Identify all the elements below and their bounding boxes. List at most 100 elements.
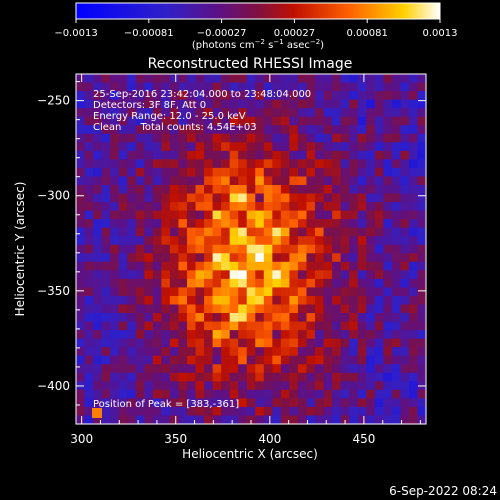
heatmap-cell [178, 91, 188, 101]
heatmap-cell [84, 304, 94, 314]
heatmap-cell [204, 150, 214, 160]
heatmap-cell [315, 227, 325, 237]
heatmap-cell [417, 338, 427, 348]
heatmap-cell [229, 150, 239, 160]
heatmap-cell [169, 270, 180, 280]
heatmap-cell [263, 167, 273, 178]
heatmap-cell [212, 193, 222, 203]
heatmap-cell [306, 116, 316, 126]
heatmap-cell [195, 406, 205, 417]
heatmap-cell [204, 364, 214, 374]
heatmap-cell [357, 167, 367, 178]
heatmap-cell [178, 406, 188, 417]
heatmap-cell [340, 125, 350, 135]
heatmap-cell [76, 313, 86, 323]
heatmap-cell [238, 304, 248, 314]
heatmap-cell [204, 330, 214, 340]
heatmap-cell [417, 150, 427, 160]
heatmap-cell [306, 125, 316, 135]
heatmap-cell [408, 74, 419, 84]
heatmap-cell [280, 278, 291, 289]
heatmap-cell [332, 176, 342, 186]
heatmap-cell [161, 330, 171, 340]
heatmap-cell [280, 227, 291, 237]
heatmap-cell [272, 261, 282, 271]
heatmap-cell [144, 372, 154, 382]
heatmap-cell [383, 295, 393, 306]
heatmap-cell [383, 313, 393, 323]
heatmap-cell [93, 244, 103, 254]
heatmap-cell [349, 202, 359, 212]
heatmap-cell [332, 261, 342, 271]
heatmap-cell [152, 133, 162, 143]
heatmap-cell [263, 338, 273, 348]
heatmap-cell [169, 108, 180, 118]
heatmap-cell [280, 338, 291, 348]
heatmap-cell [195, 176, 205, 186]
heatmap-cell [169, 347, 180, 357]
heatmap-cell [323, 74, 333, 84]
heatmap-cell [93, 133, 103, 143]
heatmap-cell [246, 398, 256, 408]
heatmap-cell [366, 389, 376, 399]
heatmap-cell [212, 219, 222, 229]
heatmap-cell [272, 167, 282, 178]
heatmap-cell [161, 74, 171, 84]
heatmap-cell [306, 236, 316, 246]
heatmap-cell [93, 347, 103, 357]
heatmap-cell [161, 227, 171, 237]
heatmap-cell [229, 406, 239, 417]
heatmap-cell [246, 287, 256, 297]
heatmap-cell [152, 287, 162, 297]
heatmap-cell [212, 202, 222, 212]
heatmap-cell [93, 415, 103, 425]
heatmap-cell [212, 364, 222, 374]
heatmap-cell [229, 227, 239, 237]
heatmap-cell [263, 253, 273, 263]
heatmap-cell [417, 227, 427, 237]
heatmap-cell [349, 398, 359, 408]
heatmap-cell [374, 253, 384, 263]
heatmap-cell [255, 227, 265, 237]
heatmap-cell [400, 74, 410, 84]
heatmap-cell [178, 227, 188, 237]
heatmap-cell [229, 82, 239, 92]
heatmap-cell [101, 116, 111, 126]
heatmap-cell [315, 270, 325, 280]
heatmap-cell [101, 184, 111, 195]
heatmap-cell [204, 167, 214, 178]
heatmap-cell [349, 236, 359, 246]
heatmap-cell [93, 236, 103, 246]
heatmap-cell [212, 167, 222, 178]
colorbar: −0.0013 −0.00081 −0.00027 0.00027 0.00081 0.0… [54, 2, 458, 51]
heatmap-cell [263, 295, 273, 306]
heatmap-cell [221, 159, 231, 169]
heatmap-cell [161, 321, 171, 331]
heatmap-cell [84, 133, 94, 143]
heatmap-cell [306, 287, 316, 297]
heatmap-cell [229, 364, 239, 374]
heatmap-cell [280, 347, 291, 357]
heatmap-cell [374, 321, 384, 331]
heatmap-cell [255, 202, 265, 212]
heatmap-cell [263, 389, 273, 399]
heatmap-cell [340, 381, 350, 391]
heatmap-cell [204, 287, 214, 297]
heatmap-cell [204, 321, 214, 331]
heatmap-cell [357, 74, 367, 84]
heatmap-cell [340, 287, 350, 297]
heatmap-cell [101, 108, 111, 118]
heatmap-cell [110, 372, 120, 382]
heatmap-cell [110, 415, 120, 425]
heatmap-cell [306, 91, 316, 101]
heatmap-cell [383, 133, 393, 143]
heatmap-cell [255, 372, 265, 382]
heatmap-cell [169, 389, 180, 399]
heatmap-cell [400, 270, 410, 280]
heatmap-cell [110, 278, 120, 289]
heatmap-cell [195, 295, 205, 306]
heatmap-cell [229, 142, 239, 152]
heatmap-cell [127, 125, 137, 135]
heatmap-cell [246, 355, 256, 365]
